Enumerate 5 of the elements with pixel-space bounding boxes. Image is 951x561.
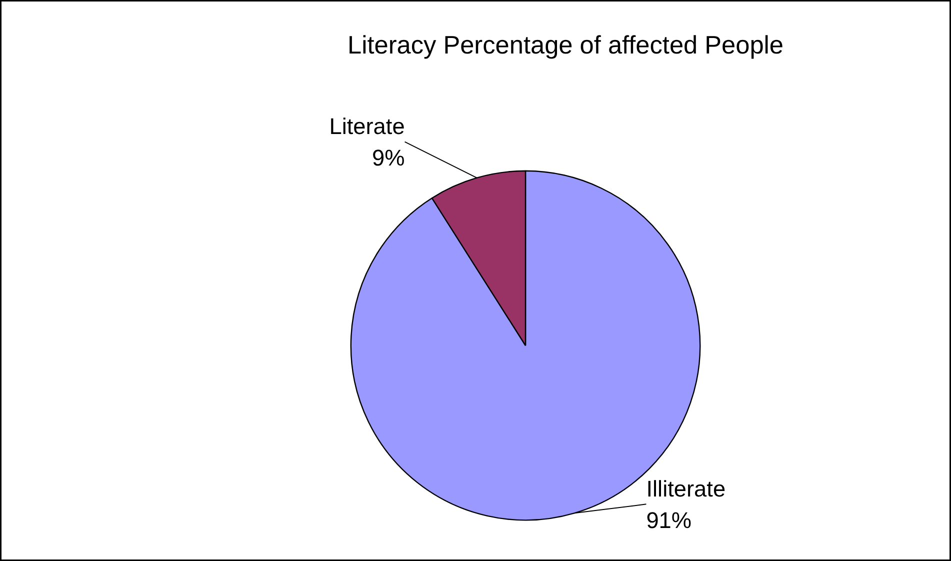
slice-label: Illiterate: [646, 476, 726, 502]
data-label: 91%: [646, 506, 692, 533]
data-label: 9%: [372, 144, 405, 170]
slice-label: Literate: [329, 113, 405, 140]
chart-title: Literacy Percentage of affected People: [347, 32, 784, 60]
